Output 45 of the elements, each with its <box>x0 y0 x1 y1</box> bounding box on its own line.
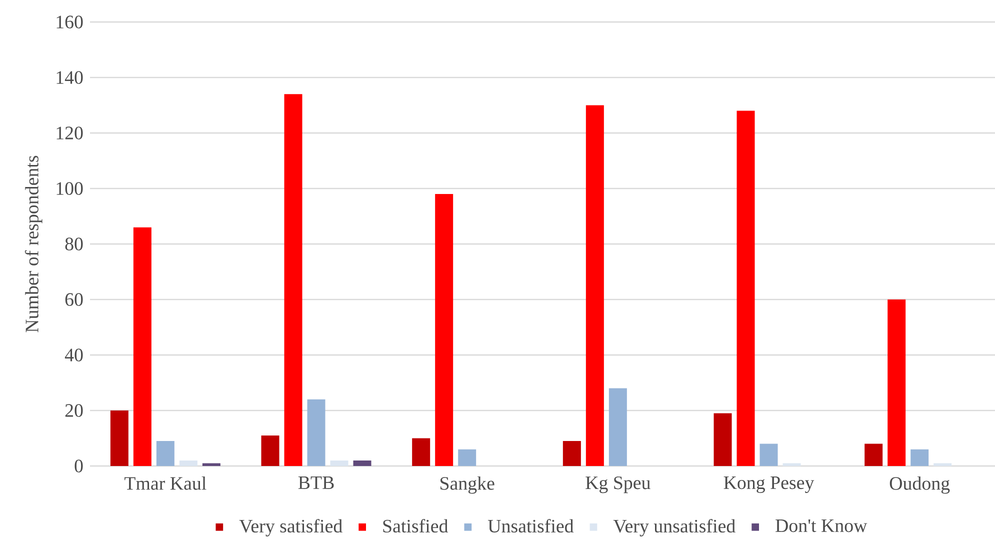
legend-label: Unsatisfied <box>488 519 574 533</box>
x-tick-label: BTB <box>298 476 334 489</box>
bar <box>910 449 929 466</box>
bar <box>330 460 348 466</box>
bar <box>562 441 581 466</box>
bar <box>864 444 883 466</box>
bar <box>608 388 627 466</box>
legend-label: Very unsatisfied <box>613 519 736 536</box>
bar <box>714 413 732 466</box>
bar <box>261 435 280 466</box>
legend-label: Very satisfied <box>239 519 342 536</box>
bar <box>156 441 174 466</box>
bar <box>458 449 476 466</box>
x-tick-label: Kg Speu <box>586 476 650 494</box>
bar <box>353 460 372 466</box>
y-tick-label: 120 <box>56 126 83 140</box>
x-tick-label: Kong Pesey <box>724 476 814 493</box>
y-tick-label: 20 <box>65 404 83 417</box>
bar <box>133 227 152 466</box>
bar <box>202 463 220 466</box>
bar <box>110 410 128 466</box>
y-axis-title: Number of respondents <box>24 156 42 332</box>
x-tick-label: Sangke <box>440 476 494 494</box>
bar <box>782 463 801 466</box>
bar <box>736 110 755 466</box>
x-tick-label: Oudong <box>890 476 950 494</box>
y-tick-label: 60 <box>65 293 83 306</box>
bar <box>888 300 906 466</box>
x-tick-label: Tmar Kaul <box>124 476 206 490</box>
bar <box>412 438 430 466</box>
y-tick-label: 100 <box>56 182 83 195</box>
bar <box>586 105 604 466</box>
bar <box>760 444 778 466</box>
bar <box>435 194 454 466</box>
y-tick-label: 140 <box>56 71 83 84</box>
bar <box>934 463 952 466</box>
y-tick-label: 40 <box>64 348 83 362</box>
legend-label: Satisfied <box>383 519 448 533</box>
bar <box>307 399 326 466</box>
y-tick-label: 160 <box>56 16 83 28</box>
bar <box>284 94 302 466</box>
y-tick-label: 80 <box>65 238 83 250</box>
y-tick-label: 0 <box>74 460 83 472</box>
legend-label: Don't Know <box>776 519 868 532</box>
bar <box>179 460 198 466</box>
